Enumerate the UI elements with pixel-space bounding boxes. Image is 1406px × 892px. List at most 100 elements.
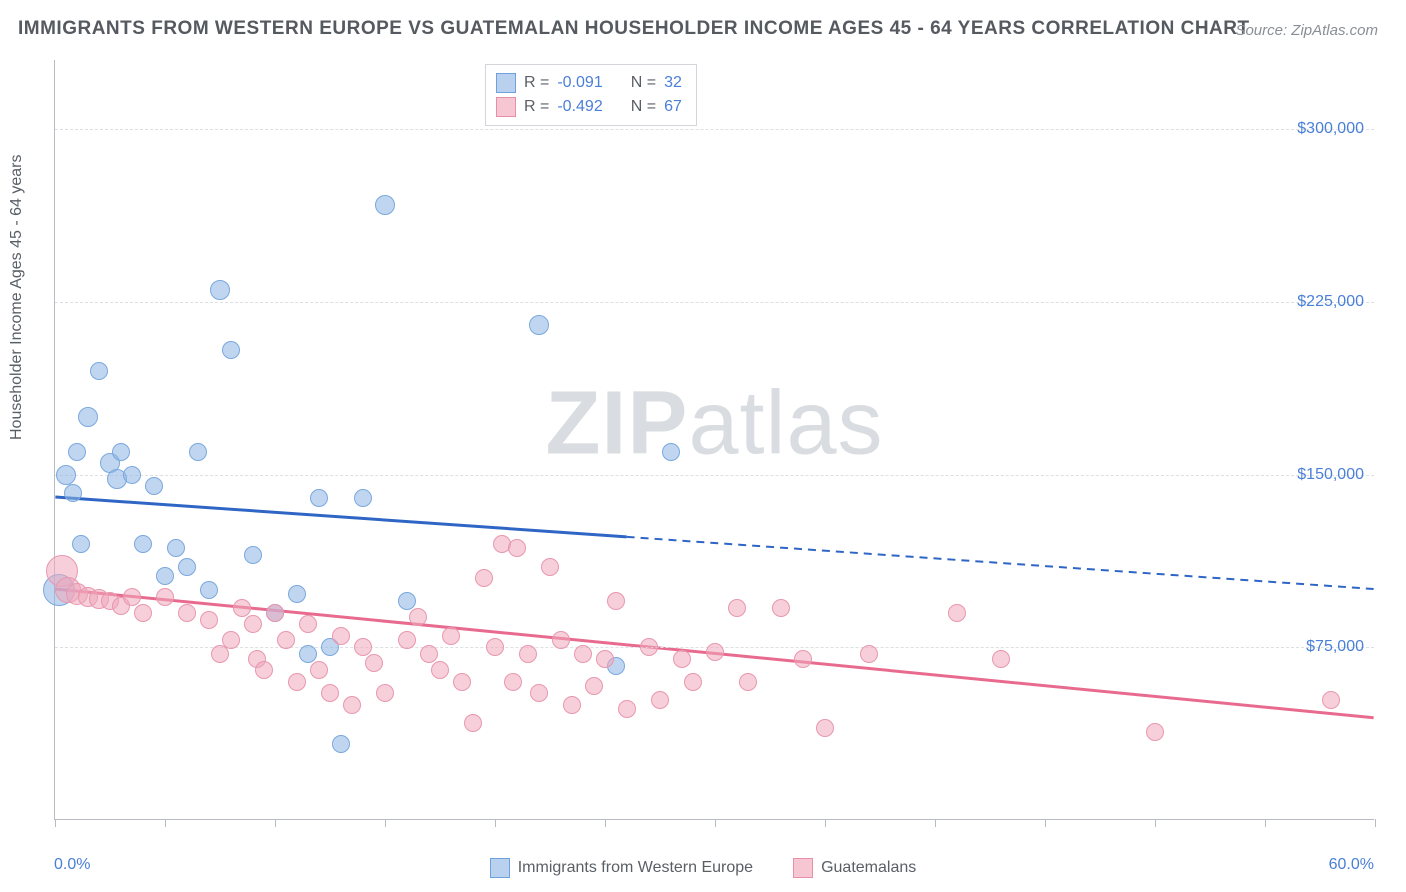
data-point — [662, 443, 680, 461]
legend-n-value: 67 — [664, 95, 682, 119]
stats-legend: R = -0.091 N = 32R = -0.492 N = 67 — [485, 64, 697, 126]
data-point — [607, 592, 625, 610]
data-point — [1322, 691, 1340, 709]
data-point — [145, 477, 163, 495]
data-point — [530, 684, 548, 702]
data-point — [552, 631, 570, 649]
data-point — [1146, 723, 1164, 741]
data-point — [640, 638, 658, 656]
data-point — [244, 546, 262, 564]
data-point — [486, 638, 504, 656]
watermark: ZIPatlas — [545, 373, 883, 476]
y-tick-label: $300,000 — [1297, 120, 1364, 138]
data-point — [123, 588, 141, 606]
trend-line-dashed — [627, 537, 1374, 589]
x-tick — [825, 819, 826, 827]
chart-title: IMMIGRANTS FROM WESTERN EUROPE VS GUATEM… — [18, 18, 1250, 40]
legend-r-value: -0.091 — [557, 71, 602, 95]
data-point — [266, 604, 284, 622]
legend-n-label: N = — [631, 71, 656, 95]
gridline — [55, 129, 1374, 130]
series-legend: Immigrants from Western Europe Guatemalan… — [0, 858, 1406, 878]
data-point — [72, 535, 90, 553]
data-point — [541, 558, 559, 576]
legend-n-label: N = — [631, 95, 656, 119]
data-point — [332, 735, 350, 753]
data-point — [68, 443, 86, 461]
series-legend-item: Immigrants from Western Europe — [490, 858, 753, 878]
data-point — [354, 489, 372, 507]
data-point — [585, 677, 603, 695]
data-point — [233, 599, 251, 617]
data-point — [375, 195, 395, 215]
data-point — [210, 280, 230, 300]
x-tick — [275, 819, 276, 827]
data-point — [816, 719, 834, 737]
data-point — [277, 631, 295, 649]
data-point — [365, 654, 383, 672]
x-tick — [935, 819, 936, 827]
data-point — [420, 645, 438, 663]
series-legend-item: Guatemalans — [793, 858, 916, 878]
data-point — [706, 643, 724, 661]
data-point — [794, 650, 812, 668]
y-tick-label: $75,000 — [1306, 638, 1364, 656]
data-point — [508, 539, 526, 557]
data-point — [442, 627, 460, 645]
legend-n-value: 32 — [664, 71, 682, 95]
data-point — [200, 611, 218, 629]
data-point — [244, 615, 262, 633]
stats-legend-row: R = -0.492 N = 67 — [496, 95, 682, 119]
data-point — [475, 569, 493, 587]
x-tick — [385, 819, 386, 827]
data-point — [992, 650, 1010, 668]
data-point — [684, 673, 702, 691]
data-point — [288, 585, 306, 603]
data-point — [321, 684, 339, 702]
y-tick-label: $150,000 — [1297, 466, 1364, 484]
x-tick — [605, 819, 606, 827]
trend-line-solid — [55, 497, 626, 537]
legend-series-label: Immigrants from Western Europe — [518, 859, 753, 877]
data-point — [728, 599, 746, 617]
x-tick — [495, 819, 496, 827]
data-point — [398, 631, 416, 649]
data-point — [310, 489, 328, 507]
data-point — [310, 661, 328, 679]
data-point — [222, 631, 240, 649]
y-tick-label: $225,000 — [1297, 293, 1364, 311]
data-point — [299, 615, 317, 633]
data-point — [618, 700, 636, 718]
data-point — [398, 592, 416, 610]
data-point — [431, 661, 449, 679]
data-point — [519, 645, 537, 663]
data-point — [78, 407, 98, 427]
data-point — [255, 661, 273, 679]
data-point — [948, 604, 966, 622]
data-point — [376, 684, 394, 702]
legend-swatch — [496, 73, 516, 93]
data-point — [343, 696, 361, 714]
legend-r-value: -0.492 — [557, 95, 602, 119]
gridline — [55, 302, 1374, 303]
data-point — [64, 484, 82, 502]
data-point — [134, 535, 152, 553]
stats-legend-row: R =-0.091N =32 — [496, 71, 682, 95]
data-point — [222, 341, 240, 359]
x-tick — [55, 819, 56, 827]
legend-swatch — [490, 858, 510, 878]
data-point — [90, 362, 108, 380]
data-point — [332, 627, 350, 645]
x-tick — [1155, 819, 1156, 827]
x-tick — [1265, 819, 1266, 827]
x-tick — [1375, 819, 1376, 827]
data-point — [772, 599, 790, 617]
x-tick — [1045, 819, 1046, 827]
data-point — [504, 673, 522, 691]
watermark-part2: atlas — [688, 374, 883, 474]
x-tick — [715, 819, 716, 827]
legend-r-label: R = — [524, 95, 549, 119]
data-point — [860, 645, 878, 663]
data-point — [56, 465, 76, 485]
data-point — [299, 645, 317, 663]
